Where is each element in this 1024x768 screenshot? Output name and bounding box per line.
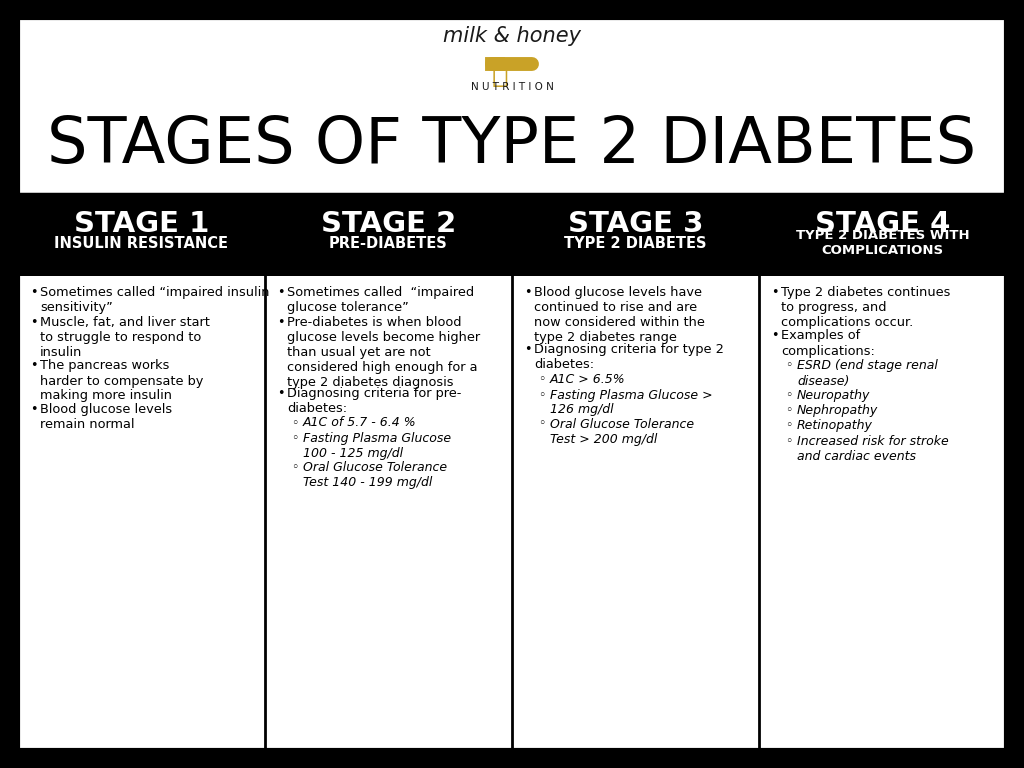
Text: •: • <box>278 386 285 399</box>
Text: INSULIN RESISTANCE: INSULIN RESISTANCE <box>54 236 228 250</box>
Text: Blood glucose levels have
continued to rise and are
now considered within the
ty: Blood glucose levels have continued to r… <box>534 286 705 344</box>
Text: Pre-diabetes is when blood
glucose levels become higher
than usual yet are not
c: Pre-diabetes is when blood glucose level… <box>287 316 480 389</box>
Text: The pancreas works
harder to compensate by
making more insulin: The pancreas works harder to compensate … <box>40 359 204 402</box>
Text: ◦: ◦ <box>291 416 298 429</box>
Text: STAGE 3: STAGE 3 <box>567 210 703 238</box>
Text: •: • <box>524 286 531 299</box>
Text: ◦: ◦ <box>291 461 298 474</box>
Text: ◦: ◦ <box>291 432 298 445</box>
Text: A1C of 5.7 - 6.4 %: A1C of 5.7 - 6.4 % <box>303 416 417 429</box>
Text: •: • <box>30 359 38 372</box>
Text: ◦: ◦ <box>785 404 793 417</box>
Text: STAGES OF TYPE 2 DIABETES: STAGES OF TYPE 2 DIABETES <box>47 114 977 176</box>
Text: •: • <box>30 403 38 416</box>
Text: STAGE 4: STAGE 4 <box>815 210 950 238</box>
Text: ◦: ◦ <box>785 419 793 432</box>
Text: Diagnosing criteria for type 2
diabetes:: Diagnosing criteria for type 2 diabetes: <box>534 343 724 371</box>
Text: Retinopathy: Retinopathy <box>797 419 872 432</box>
Text: STAGE 1: STAGE 1 <box>74 210 209 238</box>
Text: STAGE 2: STAGE 2 <box>321 210 456 238</box>
Text: A1C > 6.5%: A1C > 6.5% <box>550 373 626 386</box>
Bar <box>18 194 265 276</box>
Text: Fasting Plasma Glucose
100 - 125 mg/dl: Fasting Plasma Glucose 100 - 125 mg/dl <box>303 432 452 460</box>
Text: Oral Glucose Tolerance
Test 140 - 199 mg/dl: Oral Glucose Tolerance Test 140 - 199 mg… <box>303 461 447 489</box>
Bar <box>759 194 1006 276</box>
Text: Neuropathy: Neuropathy <box>797 389 870 402</box>
Bar <box>512 194 759 276</box>
Text: Oral Glucose Tolerance
Test > 200 mg/dl: Oral Glucose Tolerance Test > 200 mg/dl <box>550 418 694 445</box>
Text: Blood glucose levels
remain normal: Blood glucose levels remain normal <box>40 403 172 431</box>
Text: PRE-DIABETES: PRE-DIABETES <box>329 236 447 250</box>
Text: •: • <box>30 316 38 329</box>
Text: ◦: ◦ <box>785 389 793 402</box>
Text: •: • <box>278 286 285 299</box>
Text: ◦: ◦ <box>785 435 793 448</box>
Text: TYPE 2 DIABETES WITH
COMPLICATIONS: TYPE 2 DIABETES WITH COMPLICATIONS <box>796 229 970 257</box>
Text: ESRD (end stage renal
disease): ESRD (end stage renal disease) <box>797 359 938 388</box>
Text: Nephropathy: Nephropathy <box>797 404 879 417</box>
Text: ◦: ◦ <box>785 359 793 372</box>
Text: Type 2 diabetes continues
to progress, and
complications occur.: Type 2 diabetes continues to progress, a… <box>781 286 950 329</box>
Text: •: • <box>771 329 778 343</box>
Text: Sometimes called “impaired insulin
sensitivity”: Sometimes called “impaired insulin sensi… <box>40 286 269 314</box>
Text: •: • <box>524 343 531 356</box>
Text: •: • <box>771 286 778 299</box>
Text: Increased risk for stroke
and cardiac events: Increased risk for stroke and cardiac ev… <box>797 435 949 463</box>
Text: TYPE 2 DIABETES: TYPE 2 DIABETES <box>564 236 707 250</box>
Text: milk & honey: milk & honey <box>443 26 581 46</box>
Text: •: • <box>30 286 38 299</box>
Text: ⸙: ⸙ <box>492 60 508 88</box>
Text: Sometimes called  “impaired
glucose tolerance”: Sometimes called “impaired glucose toler… <box>287 286 474 314</box>
Text: ◦: ◦ <box>538 418 546 431</box>
Bar <box>265 194 512 276</box>
Text: ◦: ◦ <box>538 373 546 386</box>
Text: N U T R I T I O N: N U T R I T I O N <box>471 82 553 92</box>
Text: Fasting Plasma Glucose >
126 mg/dl: Fasting Plasma Glucose > 126 mg/dl <box>550 389 713 416</box>
Text: Diagnosing criteria for pre-
diabetes:: Diagnosing criteria for pre- diabetes: <box>287 386 462 415</box>
Text: ◦: ◦ <box>538 389 546 402</box>
Text: •: • <box>278 316 285 329</box>
Text: Muscle, fat, and liver start
to struggle to respond to
insulin: Muscle, fat, and liver start to struggle… <box>40 316 210 359</box>
Text: Examples of
complications:: Examples of complications: <box>781 329 874 357</box>
